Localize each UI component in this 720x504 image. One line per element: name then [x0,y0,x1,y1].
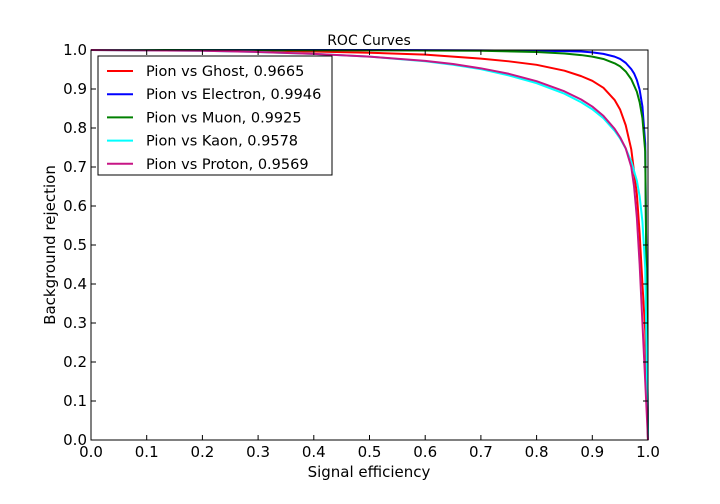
y-tick-label-3: 0.3 [63,314,87,332]
y-tick-label-10: 1.0 [63,41,87,59]
x-tick-label-3: 0.3 [246,443,270,461]
legend-label-4: Pion vs Proton, 0.9569 [146,157,309,173]
legend-item-2: Pion vs Muon, 0.9925 [107,110,302,126]
y-tick-label-7: 0.7 [63,158,87,176]
x-axis-title: Signal efficiency [308,463,431,481]
x-tick-label-0: 0.0 [79,443,103,461]
legend-item-4: Pion vs Proton, 0.9569 [107,157,309,173]
legend: Pion vs Ghost, 0.9665 Pion vs Electron, 0… [97,55,333,176]
chart-title: ROC Curves [327,33,411,49]
legend-item-1: Pion vs Electron, 0.9946 [107,87,321,103]
legend-label-2: Pion vs Muon, 0.9925 [146,110,302,126]
y-axis-title: Background rejection [41,165,59,325]
legend-label-1: Pion vs Electron, 0.9946 [146,87,321,103]
y-tick-label-8: 0.8 [63,119,87,137]
x-tick-label-2: 0.2 [190,443,214,461]
y-tick-label-5: 0.5 [63,236,87,254]
series-line-0 [90,49,649,441]
x-tick-label-8: 0.8 [525,443,549,461]
y-tick-label-9: 0.9 [63,80,87,98]
y-tick-label-4: 0.4 [63,275,87,293]
y-tick-label-6: 0.6 [63,197,87,215]
x-tick-label-6: 0.6 [413,443,437,461]
tick-labels-layer: 0.0 0.1 0.2 0.3 0.4 0.5 0.6 0.7 0.8 0.9 1.0 0.0 0.1 0… [63,41,660,461]
x-tick-label-1: 0.1 [135,443,159,461]
series-line-2 [90,49,649,441]
y-tick-label-0: 0.0 [63,431,87,449]
y-tick-label-2: 0.2 [63,353,87,371]
legend-item-0: Pion vs Ghost, 0.9665 [107,64,304,80]
ticks-layer [90,49,649,441]
x-tick-label-5: 0.5 [358,443,382,461]
x-tick-label-4: 0.4 [302,443,326,461]
x-tick-label-10: 1.0 [636,443,660,461]
series-line-1 [91,49,649,441]
legend-label-0: Pion vs Ghost, 0.9665 [146,64,304,80]
legend-item-3: Pion vs Kaon, 0.9578 [107,134,298,150]
x-tick-label-9: 0.9 [580,443,604,461]
legend-label-3: Pion vs Kaon, 0.9578 [146,134,298,150]
legend-box [97,55,333,176]
legend-items: Pion vs Ghost, 0.9665 Pion vs Electron, 0… [107,64,321,173]
x-tick-label-7: 0.7 [469,443,493,461]
y-tick-label-1: 0.1 [63,392,87,410]
